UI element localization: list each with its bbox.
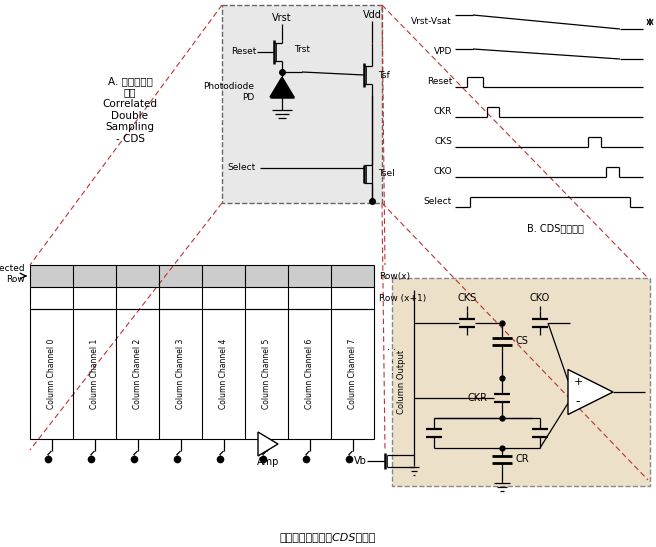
Text: CR: CR (516, 454, 529, 464)
Text: Trst: Trst (294, 44, 310, 54)
Bar (30, 309, 374, 439)
Text: CKR: CKR (468, 393, 488, 403)
Text: CKO: CKO (434, 167, 452, 177)
Text: Vb: Vb (354, 456, 367, 466)
Text: . .
.
.: . . . . (388, 342, 397, 376)
Text: Vrst: Vrst (272, 13, 292, 23)
Text: -: - (576, 395, 581, 409)
Text: Row (x+1): Row (x+1) (379, 294, 426, 302)
Bar (392, 278, 650, 486)
Text: Select: Select (227, 164, 255, 172)
Text: Column Channel 6: Column Channel 6 (305, 339, 314, 409)
Text: Column Output: Column Output (396, 350, 405, 414)
Text: Tsf: Tsf (378, 71, 390, 79)
Text: CKO: CKO (530, 293, 550, 303)
Text: Tsel: Tsel (378, 170, 395, 178)
Text: CKS: CKS (434, 137, 452, 147)
Text: Column Channel 5: Column Channel 5 (262, 339, 271, 409)
Polygon shape (258, 432, 278, 456)
Text: A. 相关双取样
电路
Correlated
Double
Sampling
- CDS: A. 相关双取样 电路 Correlated Double Sampling -… (102, 76, 157, 144)
Polygon shape (270, 77, 294, 97)
Polygon shape (568, 370, 613, 415)
Text: Column Channel 4: Column Channel 4 (219, 339, 228, 409)
Text: Row(x): Row(x) (379, 271, 410, 281)
Text: Selected
Row: Selected Row (0, 264, 25, 284)
Text: CS: CS (516, 336, 529, 346)
Text: Reset: Reset (426, 78, 452, 86)
Text: VPD: VPD (434, 48, 452, 56)
Text: CKR: CKR (434, 108, 452, 117)
Bar (222, 5, 382, 203)
Text: Column Channel 0: Column Channel 0 (47, 339, 56, 409)
Text: Select: Select (424, 197, 452, 207)
Text: +: + (573, 377, 583, 387)
Text: Column Channel 1: Column Channel 1 (90, 339, 99, 409)
Text: Photodiode
PD: Photodiode PD (203, 82, 254, 102)
Text: Reset: Reset (232, 48, 257, 56)
Bar (30, 265, 374, 287)
Text: 图：列读出电路和CDS时序。: 图：列读出电路和CDS时序。 (280, 532, 376, 542)
Text: Column Channel 2: Column Channel 2 (133, 339, 142, 409)
Text: Amp: Amp (256, 457, 279, 467)
Text: Vrst-Vsat: Vrst-Vsat (411, 18, 452, 26)
Text: CKS: CKS (457, 293, 477, 303)
Text: B. CDS工作时序: B. CDS工作时序 (527, 223, 583, 233)
Text: Column Channel 3: Column Channel 3 (176, 339, 185, 409)
Text: Column Channel 7: Column Channel 7 (348, 339, 357, 409)
Text: Vdd: Vdd (363, 10, 381, 20)
